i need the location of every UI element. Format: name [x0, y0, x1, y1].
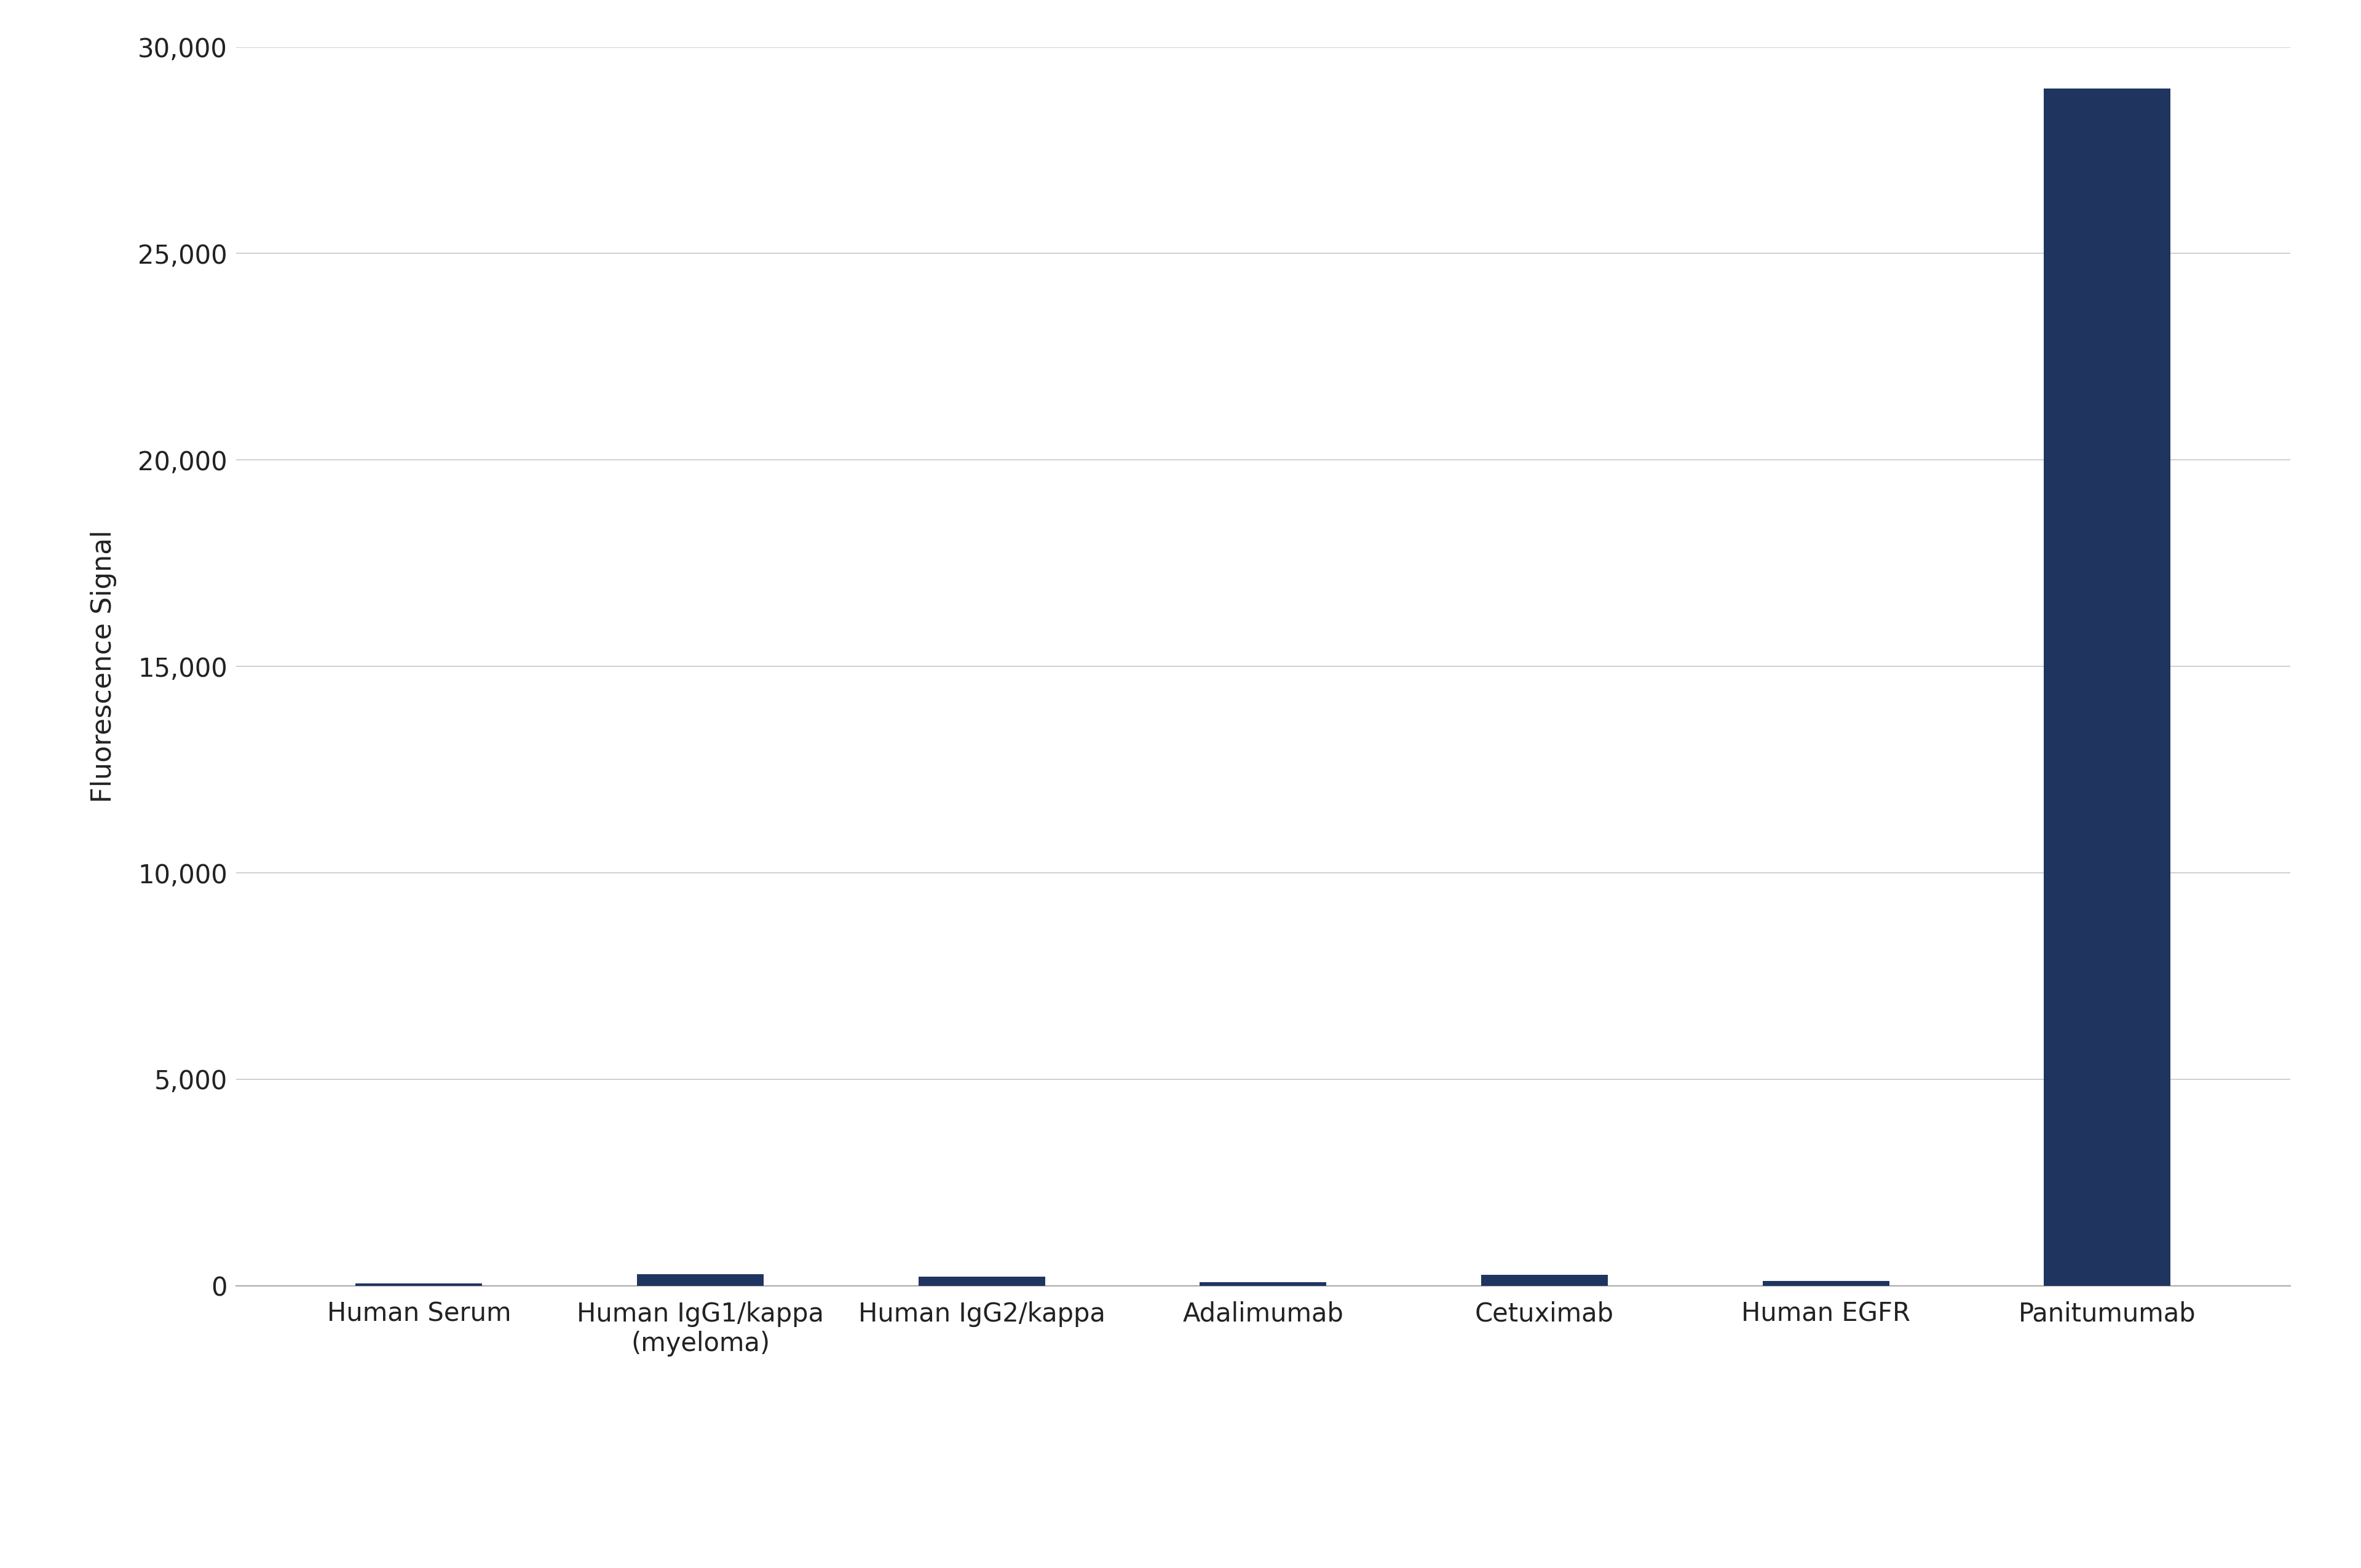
Bar — [2045, 88, 2170, 1286]
Bar — [1764, 1281, 1889, 1286]
Bar — [918, 1276, 1046, 1286]
Bar — [1199, 1283, 1327, 1286]
Bar — [637, 1275, 763, 1286]
Bar — [1480, 1275, 1608, 1286]
Y-axis label: Fluorescence Signal: Fluorescence Signal — [90, 530, 116, 803]
Bar — [357, 1284, 482, 1286]
